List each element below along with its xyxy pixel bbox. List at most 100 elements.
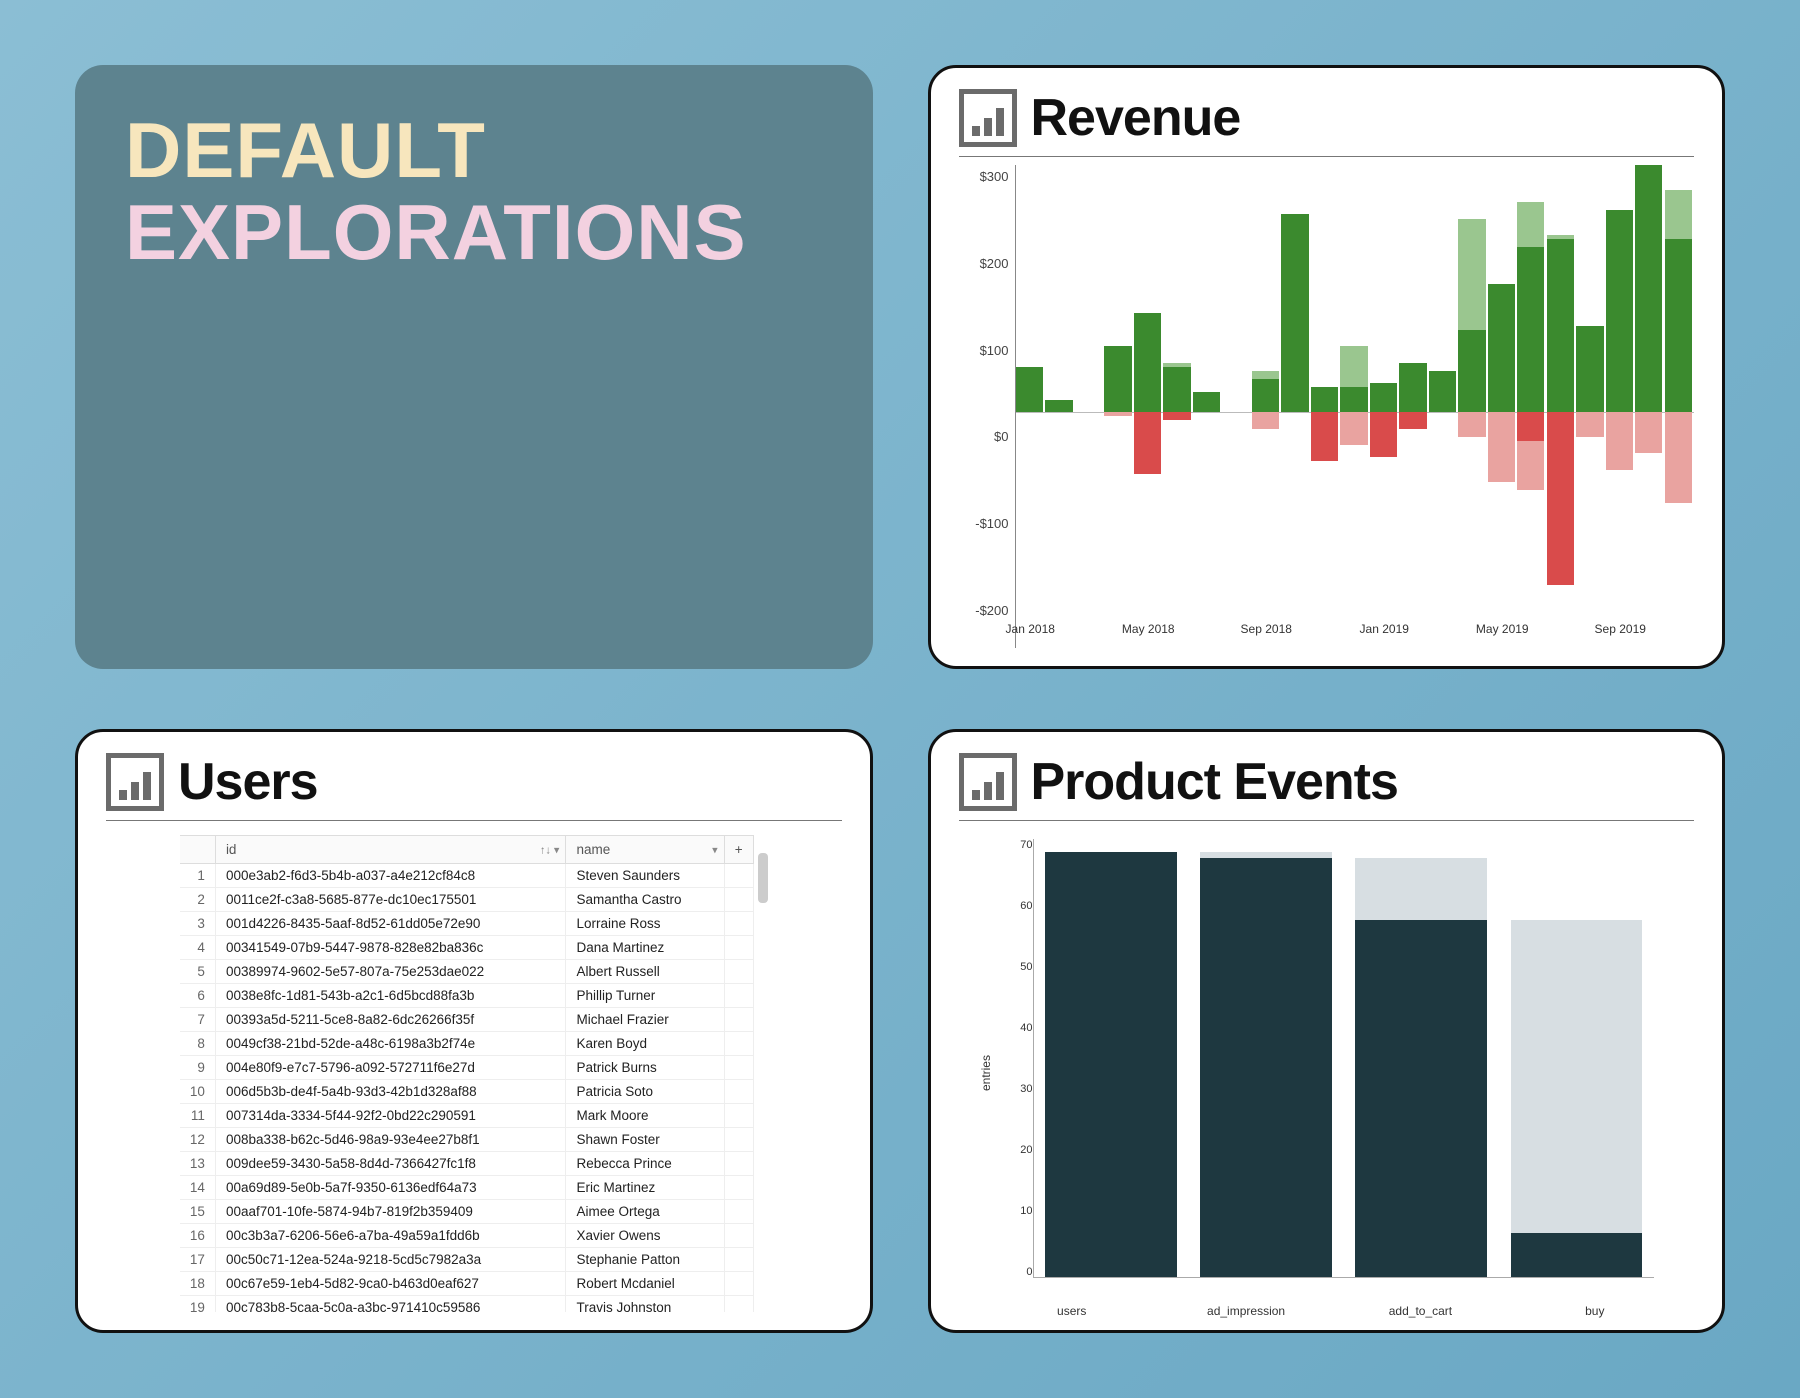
add-column-button[interactable]: + [724, 836, 753, 864]
y-tick: 40 [1020, 1022, 1032, 1034]
row-number: 14 [180, 1176, 216, 1200]
table-row[interactable]: 1400a69d89-5e0b-5a7f-9350-6136edf64a73Er… [180, 1176, 753, 1200]
revenue-bar [1665, 165, 1695, 618]
table-row[interactable]: 12008ba338-b62c-5d46-98a9-93e4ee27b8f1Sh… [180, 1128, 753, 1152]
table-row[interactable]: 10006d5b3b-de4f-5a4b-93d3-42b1d328af88Pa… [180, 1080, 753, 1104]
table-row[interactable]: 11007314da-3334-5f44-92f2-0bd22c290591Ma… [180, 1104, 753, 1128]
product-events-chart: entries 706050403020100 [959, 829, 1695, 1312]
cell: Mark Moore [566, 1104, 724, 1128]
table-row[interactable]: 20011ce2f-c3a8-5685-877e-dc10ec175501Sam… [180, 888, 753, 912]
y-tick: 20 [1020, 1144, 1032, 1156]
funnel-bar [1355, 920, 1487, 1277]
revenue-bar [1104, 165, 1134, 618]
revenue-chart: $300$200$100$0-$100-$200 Jan 2018May 201… [959, 165, 1695, 648]
x-tick: Sep 2018 [1241, 622, 1292, 636]
cell: Phillip Turner [566, 984, 724, 1008]
funnel-ghost [1355, 858, 1487, 921]
row-number: 7 [180, 1008, 216, 1032]
y-tick: 70 [1020, 839, 1032, 851]
cell: 00a69d89-5e0b-5a7f-9350-6136edf64a73 [215, 1176, 566, 1200]
revenue-bar [1045, 165, 1075, 618]
table-row[interactable]: 80049cf38-21bd-52de-a48c-6198a3b2f74eKar… [180, 1032, 753, 1056]
x-tick: Jan 2019 [1360, 622, 1409, 636]
table-row[interactable]: 400341549-07b9-5447-9878-828e82ba836cDan… [180, 936, 753, 960]
y-tick: 60 [1020, 900, 1032, 912]
cell: 00341549-07b9-5447-9878-828e82ba836c [215, 936, 566, 960]
revenue-bar [1517, 165, 1547, 618]
users-card[interactable]: Users id↑↓ ▾name▾+ 1000e3ab2-f6d3-5b4b-a… [75, 729, 873, 1333]
cell: 008ba338-b62c-5d46-98a9-93e4ee27b8f1 [215, 1128, 566, 1152]
x-tick: users [1057, 1304, 1086, 1318]
cell: Patrick Burns [566, 1056, 724, 1080]
table-row[interactable]: 500389974-9602-5e57-807a-75e253dae022Alb… [180, 960, 753, 984]
x-tick: add_to_cart [1389, 1304, 1452, 1318]
row-number: 15 [180, 1200, 216, 1224]
sort-icon[interactable]: ↑↓ ▾ [540, 843, 560, 856]
revenue-bar [1547, 165, 1577, 618]
cell: 009dee59-3430-5a58-8d4d-7366427fc1f8 [215, 1152, 566, 1176]
sort-icon[interactable]: ▾ [712, 843, 718, 856]
revenue-card[interactable]: Revenue $300$200$100$0-$100-$200 Jan 201… [928, 65, 1726, 669]
table-row[interactable]: 13009dee59-3430-5a58-8d4d-7366427fc1f8Re… [180, 1152, 753, 1176]
row-number: 4 [180, 936, 216, 960]
cell: Lorraine Ross [566, 912, 724, 936]
table-row[interactable]: 1500aaf701-10fe-5874-94b7-819f2b359409Ai… [180, 1200, 753, 1224]
y-tick: $300 [980, 169, 1009, 184]
table-row[interactable]: 3001d4226-8435-5aaf-8d52-61dd05e72e90Lor… [180, 912, 753, 936]
column-header[interactable]: id↑↓ ▾ [215, 836, 566, 864]
revenue-bar [1163, 165, 1193, 618]
y-tick: 10 [1020, 1205, 1032, 1217]
cell: 00393a5d-5211-5ce8-8a82-6dc26266f35f [215, 1008, 566, 1032]
table-row[interactable]: 700393a5d-5211-5ce8-8a82-6dc26266f35fMic… [180, 1008, 753, 1032]
x-tick: Jan 2018 [1006, 622, 1055, 636]
product-events-card[interactable]: Product Events entries 706050403020100 u… [928, 729, 1726, 1333]
product-events-header: Product Events [959, 752, 1695, 821]
row-number: 3 [180, 912, 216, 936]
revenue-bar [1281, 165, 1311, 618]
row-number: 6 [180, 984, 216, 1008]
revenue-header: Revenue [959, 88, 1695, 157]
revenue-y-axis: $300$200$100$0-$100-$200 [959, 165, 1015, 648]
funnel-ghost [1511, 920, 1643, 1233]
x-tick: Sep 2019 [1595, 622, 1646, 636]
table-row[interactable]: 1900c783b8-5caa-5c0a-a3bc-971410c59586Tr… [180, 1296, 753, 1313]
table-row[interactable]: 9004e80f9-e7c7-5796-a092-572711f6e27dPat… [180, 1056, 753, 1080]
table-row[interactable]: 1600c3b3a7-6206-56e6-a7ba-49a59a1fdd6bXa… [180, 1224, 753, 1248]
scrollbar-thumb[interactable] [758, 853, 768, 903]
table-row[interactable]: 1700c50c71-12ea-524a-9218-5cd5c7982a3aSt… [180, 1248, 753, 1272]
cell: 00c3b3a7-6206-56e6-a7ba-49a59a1fdd6b [215, 1224, 566, 1248]
cell: Aimee Ortega [566, 1200, 724, 1224]
y-tick: -$100 [975, 516, 1008, 531]
users-title: Users [178, 752, 318, 812]
row-number: 18 [180, 1272, 216, 1296]
row-number: 2 [180, 888, 216, 912]
cell: Dana Martinez [566, 936, 724, 960]
cell: 006d5b3b-de4f-5a4b-93d3-42b1d328af88 [215, 1080, 566, 1104]
y-tick: 30 [1020, 1083, 1032, 1095]
revenue-bar [1370, 165, 1400, 618]
cell: 0038e8fc-1d81-543b-a2c1-6d5bcd88fa3b [215, 984, 566, 1008]
cell: 00c67e59-1eb4-5d82-9ca0-b463d0eaf627 [215, 1272, 566, 1296]
bar-chart-icon [959, 89, 1017, 147]
row-number: 11 [180, 1104, 216, 1128]
table-row[interactable]: 60038e8fc-1d81-543b-a2c1-6d5bcd88fa3bPhi… [180, 984, 753, 1008]
product-events-title: Product Events [1031, 752, 1398, 812]
hero-tile: DEFAULT EXPLORATIONS [75, 65, 873, 669]
cell: Rebecca Prince [566, 1152, 724, 1176]
users-table[interactable]: id↑↓ ▾name▾+ 1000e3ab2-f6d3-5b4b-a037-a4… [180, 835, 754, 1312]
cell: 001d4226-8435-5aaf-8d52-61dd05e72e90 [215, 912, 566, 936]
table-row[interactable]: 1000e3ab2-f6d3-5b4b-a037-a4e212cf84c8Ste… [180, 864, 753, 888]
revenue-bar [1458, 165, 1488, 618]
revenue-x-axis: Jan 2018May 2018Sep 2018Jan 2019May 2019… [1016, 622, 1695, 648]
cell: 007314da-3334-5f44-92f2-0bd22c290591 [215, 1104, 566, 1128]
users-header: Users [106, 752, 842, 821]
cell: Samantha Castro [566, 888, 724, 912]
funnel-bar [1045, 852, 1177, 1277]
cell: 0049cf38-21bd-52de-a48c-6198a3b2f74e [215, 1032, 566, 1056]
column-header[interactable]: name▾ [566, 836, 724, 864]
table-row[interactable]: 1800c67e59-1eb4-5d82-9ca0-b463d0eaf627Ro… [180, 1272, 753, 1296]
x-tick: buy [1585, 1304, 1604, 1318]
pe-plot [1033, 839, 1655, 1278]
hero-line-2: EXPLORATIONS [125, 192, 823, 274]
bar-chart-icon [959, 753, 1017, 811]
